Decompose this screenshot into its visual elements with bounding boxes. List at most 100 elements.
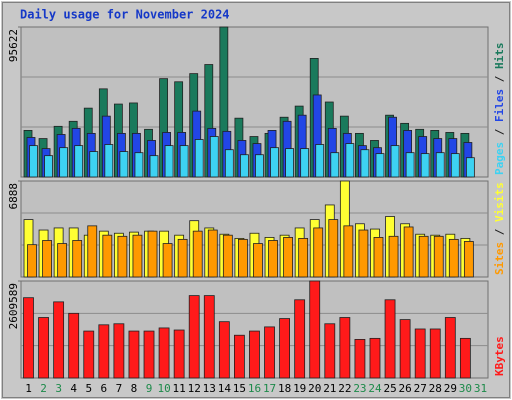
bar [294, 299, 306, 379]
bar [298, 237, 309, 278]
bar [87, 225, 98, 278]
bar [420, 153, 430, 178]
legend-separator: / [493, 222, 506, 242]
bar [270, 147, 279, 178]
legend-separator: / [493, 69, 506, 89]
bar [444, 317, 456, 379]
bar [209, 136, 219, 178]
bar [143, 330, 155, 379]
x-tick-label: 17 [263, 382, 276, 395]
x-tick-label: 4 [70, 382, 77, 395]
bar [433, 235, 444, 278]
x-tick-label: 26 [399, 382, 412, 395]
bar [384, 299, 396, 379]
bar [222, 234, 233, 278]
legend-entry: Files [493, 89, 506, 122]
bar [459, 337, 471, 379]
bar [113, 323, 125, 379]
x-tick-label: 12 [188, 382, 201, 395]
bar [147, 230, 158, 278]
bar [403, 226, 414, 278]
x-tick-label: 6 [101, 382, 108, 395]
bar [102, 234, 113, 278]
bar [192, 230, 203, 278]
x-tick-label: 27 [414, 382, 427, 395]
bar [164, 145, 174, 178]
x-tick-label: 1 [25, 382, 32, 395]
legend-entry: KBytes [493, 336, 506, 376]
chart-title: Daily usage for November 2024 [20, 8, 230, 22]
bar [38, 317, 49, 379]
bar [354, 339, 366, 379]
legend-entry: Pages [493, 142, 506, 175]
bar [42, 240, 52, 278]
bar [27, 244, 37, 278]
bar [450, 153, 460, 178]
legend-entry: Sites [493, 242, 506, 275]
legend: Pages / Files / Hits [493, 43, 506, 176]
bar [388, 235, 399, 278]
bar [188, 295, 200, 379]
bar [285, 148, 294, 178]
x-tick-label: 10 [157, 382, 170, 395]
x-tick-label: 7 [116, 382, 123, 395]
bar [238, 238, 248, 278]
bar [240, 154, 249, 178]
bar [149, 155, 159, 178]
bar [44, 155, 53, 178]
bar [283, 237, 293, 278]
x-tick-label: 24 [368, 382, 382, 395]
bar [158, 327, 170, 379]
x-tick-label: 28 [429, 382, 442, 395]
bar [74, 145, 84, 178]
x-tick-label: 20 [308, 382, 321, 395]
bar [435, 152, 445, 178]
x-tick-label: 30 [459, 382, 472, 395]
bar [104, 144, 114, 178]
bar [173, 329, 185, 379]
bar [339, 317, 351, 379]
bar [234, 334, 245, 379]
bar [330, 152, 340, 178]
legend-entry: Visits [493, 182, 506, 222]
x-tick-label: 11 [173, 382, 186, 395]
bar [119, 151, 129, 178]
bar [315, 144, 325, 178]
bar [203, 295, 215, 379]
x-tick-label: 25 [383, 382, 396, 395]
y-tick-label: 6888 [7, 183, 20, 210]
bar [343, 225, 354, 278]
bar [463, 241, 474, 278]
bar [375, 153, 385, 178]
x-tick-label: 14 [218, 382, 232, 395]
bar [162, 243, 173, 278]
bar [83, 330, 95, 379]
bar [72, 240, 83, 278]
bar [194, 139, 204, 178]
bar [418, 235, 429, 278]
bar [309, 280, 321, 379]
legend-separator: / [493, 122, 506, 142]
legend: KBytes [493, 336, 506, 376]
x-tick-label: 19 [293, 382, 306, 395]
bar [405, 152, 415, 178]
x-tick-label: 3 [55, 382, 62, 395]
bar [390, 145, 400, 178]
bar [358, 229, 369, 278]
bar [373, 237, 384, 278]
bar [134, 152, 144, 178]
bar [98, 324, 110, 379]
legend-entry: Hits [493, 43, 506, 70]
x-tick-label: 22 [338, 382, 351, 395]
bar [23, 297, 34, 379]
bar [207, 229, 218, 278]
x-tick-label: 16 [248, 382, 261, 395]
bar [128, 330, 140, 379]
bar [429, 328, 441, 379]
bar [360, 149, 370, 178]
bar [117, 235, 128, 278]
x-tick-label: 21 [323, 382, 336, 395]
bar [465, 157, 475, 178]
